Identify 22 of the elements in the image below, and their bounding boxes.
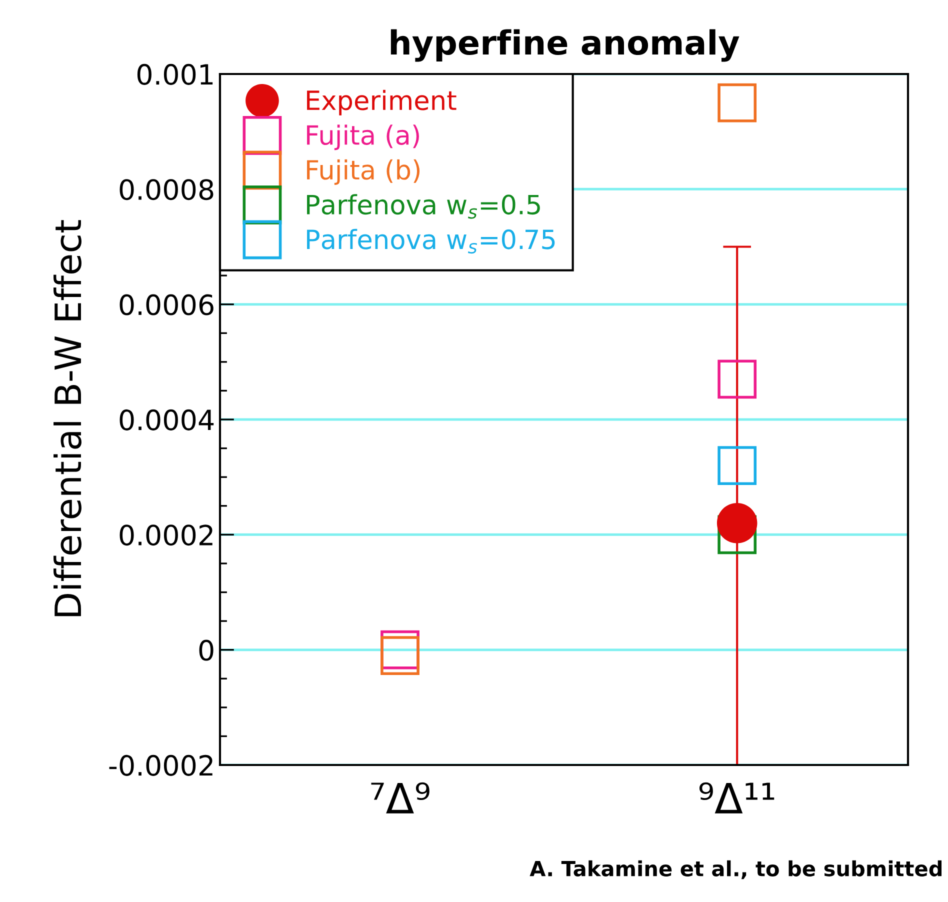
text: A. Takamine et al., to be submitted — [530, 860, 942, 880]
legend-label: Parfenova w$_{s}$=0.5 — [307, 194, 540, 219]
legend-label: Fujita (a) — [307, 124, 419, 150]
y-tick-label: 0.001 — [137, 64, 213, 85]
legend-label: Fujita (b) — [307, 159, 420, 185]
y-axis-title: Differential B-W Effect — [54, 220, 82, 616]
point — [718, 360, 757, 399]
point — [718, 446, 757, 486]
legend-label: Parfenova w$_{s}$=0.75 — [307, 228, 555, 254]
point — [718, 83, 757, 122]
y-tick-label: 0.0006 — [120, 294, 214, 316]
x-tick-label: ⁷Δ⁹ — [371, 782, 430, 814]
y-tick-label: 0 — [199, 640, 214, 661]
point — [716, 503, 758, 544]
legend-label: Experiment — [307, 90, 456, 116]
point — [380, 636, 420, 676]
x-tick-label: ⁹Δ¹¹ — [699, 782, 774, 814]
y-tick-label: 0.0002 — [120, 524, 212, 546]
y-tick-label: 0.0008 — [120, 179, 214, 200]
y-tick-label: 0.0004 — [120, 409, 214, 430]
chart-title: hyperfine anomaly — [390, 29, 740, 62]
y-tick-label: -0.0002 — [109, 754, 212, 776]
